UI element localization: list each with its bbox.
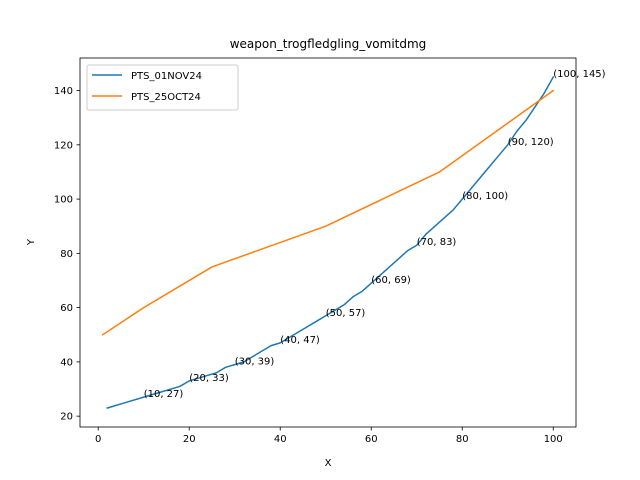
data-annotation: (10, 27): [144, 389, 184, 400]
x-axis-label: X: [325, 458, 332, 469]
data-annotation: (80, 100): [462, 191, 508, 202]
axes-frame: [79, 57, 577, 428]
y-tick-label: 140: [54, 86, 73, 97]
y-tick-label: 120: [54, 140, 73, 151]
legend-box: [86, 64, 239, 111]
y-axis-label: Y: [26, 238, 37, 246]
legend: PTS_01NOV24 PTS_25OCT24: [86, 64, 239, 111]
y-tick-label: 100: [54, 195, 73, 206]
plot-area: (10, 27) (20, 33) (30, 39) (40, 47) (50, 57)…: [54, 57, 606, 445]
x-tick-label: 0: [95, 434, 101, 445]
data-annotation: (50, 57): [326, 308, 366, 319]
x-tick-label: 20: [183, 434, 196, 445]
data-annotation: (30, 39): [235, 357, 275, 368]
data-annotation: (90, 120): [508, 137, 554, 148]
y-tick-label: 40: [60, 357, 73, 368]
legend-label-1: PTS_01NOV24: [131, 71, 202, 82]
data-annotation: (70, 83): [417, 237, 457, 248]
chart-title: weapon_trogfledgling_vomitdmg: [230, 37, 427, 51]
data-annotation: (40, 47): [280, 335, 320, 346]
x-tick-label: 60: [365, 434, 378, 445]
y-tick-label: 60: [60, 303, 73, 314]
x-tick-label: 80: [456, 434, 469, 445]
series-line-1: [106, 75, 555, 409]
data-annotation: (100, 145): [553, 69, 605, 80]
legend-label-2: PTS_25OCT24: [131, 92, 201, 103]
data-annotation: (60, 69): [371, 275, 411, 286]
data-annotation: (20, 33): [189, 373, 229, 384]
y-tick-label: 80: [60, 249, 73, 260]
x-tick-label: 100: [544, 434, 563, 445]
y-tick-label: 20: [60, 412, 73, 423]
x-tick-label: 40: [274, 434, 287, 445]
series-line-2: [101, 89, 555, 336]
